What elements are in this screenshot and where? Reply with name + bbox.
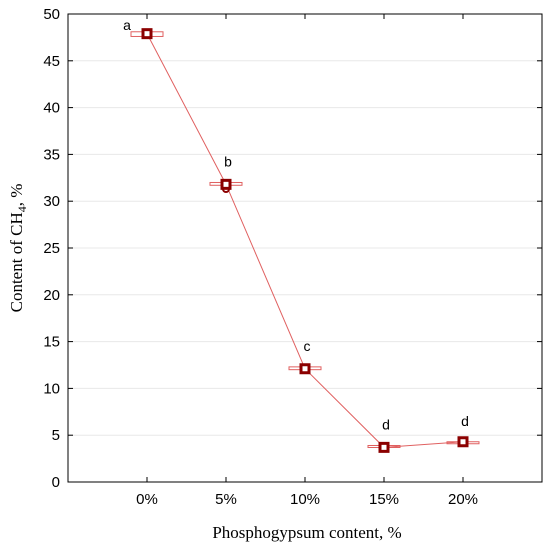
y-axis-label-subscript: 4 bbox=[15, 206, 29, 212]
significance-label-4: d bbox=[461, 413, 469, 429]
x-axis-label: Phosphogypsum content, % bbox=[212, 523, 401, 542]
y-tick-label-10: 50 bbox=[43, 6, 60, 23]
y-axis-label: Content of CH4, % bbox=[7, 184, 29, 313]
y-tick-label-9: 45 bbox=[43, 53, 60, 70]
x-axis-ticks: 0% 5% 10% 15% 20% bbox=[136, 14, 478, 508]
mean-point-4 bbox=[457, 436, 469, 448]
y-tick-label-7: 35 bbox=[43, 146, 60, 163]
y-tick-label-1: 5 bbox=[52, 427, 60, 444]
mean-point-0 bbox=[141, 28, 153, 40]
significance-label-3: d bbox=[382, 416, 390, 432]
mean-point-1 bbox=[220, 178, 232, 190]
mean-point-3 bbox=[378, 441, 390, 453]
y-tick-label-3: 15 bbox=[43, 334, 60, 351]
grid-lines bbox=[68, 60, 542, 436]
y-axis-label-prefix: Content of CH bbox=[7, 212, 26, 312]
significance-label-1: b bbox=[224, 153, 232, 169]
y-tick-label-6: 30 bbox=[43, 193, 60, 210]
y-axis-label-suffix: , % bbox=[7, 184, 26, 207]
x-tick-label-3: 15% bbox=[369, 491, 399, 508]
y-axis-ticks: 0 5 10 15 20 25 30 35 40 45 50 bbox=[43, 6, 542, 491]
x-tick-label-0: 0% bbox=[136, 491, 158, 508]
y-tick-label-0: 0 bbox=[52, 474, 60, 491]
y-tick-label-5: 25 bbox=[43, 240, 60, 257]
mean-point-2 bbox=[299, 363, 311, 375]
series-group: a b c d d bbox=[123, 17, 480, 453]
x-tick-label-4: 20% bbox=[448, 491, 478, 508]
y-tick-label-4: 20 bbox=[43, 287, 60, 304]
significance-label-2: c bbox=[304, 338, 311, 354]
series-line bbox=[146, 33, 464, 448]
x-tick-label-2: 10% bbox=[290, 491, 320, 508]
y-tick-label-2: 10 bbox=[43, 380, 60, 397]
y-tick-label-8: 40 bbox=[43, 100, 60, 117]
significance-label-0: a bbox=[123, 17, 131, 33]
x-tick-label-1: 5% bbox=[215, 491, 237, 508]
